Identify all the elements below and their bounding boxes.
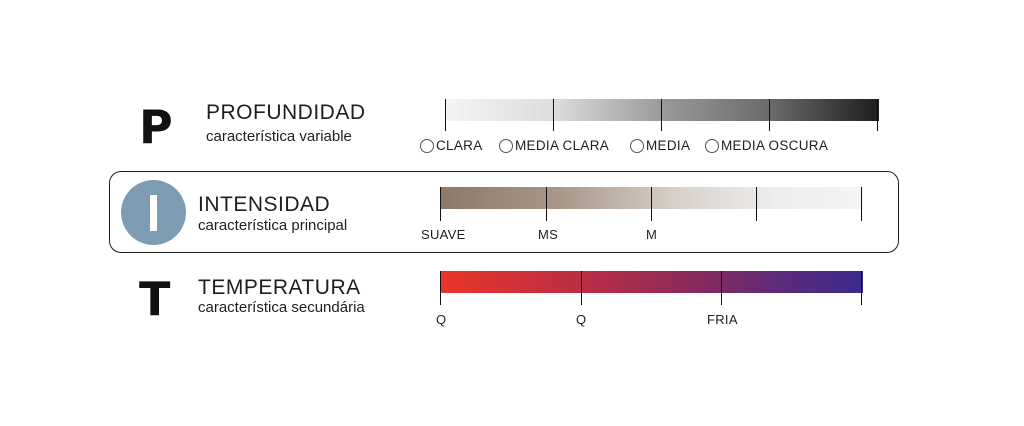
profundidad-tick — [445, 99, 447, 131]
option-clara[interactable]: CLARA — [420, 138, 483, 153]
intensidad-tick — [756, 187, 758, 221]
intensidad-label-suave: SUAVE — [421, 227, 466, 242]
temperatura-tick — [721, 271, 723, 305]
radio-media[interactable] — [630, 138, 644, 153]
temperatura-gradient-bar — [441, 271, 863, 293]
intensidad-label-ms: MS — [538, 227, 559, 242]
temperatura-tick — [861, 271, 863, 305]
temperatura-letter: T — [139, 272, 171, 326]
temperatura-label-q-1: Q — [436, 312, 447, 327]
radio-clara[interactable] — [420, 138, 434, 153]
profundidad-tick — [553, 99, 555, 131]
intensidad-tick — [651, 187, 653, 221]
profundidad-tick — [769, 99, 771, 131]
intensidad-title: INTENSIDAD — [198, 193, 331, 216]
profundidad-tick — [877, 99, 879, 131]
radio-media-clara[interactable] — [499, 138, 513, 153]
intensidad-tick — [861, 187, 863, 221]
temperatura-subtitle: característica secundária — [198, 299, 365, 316]
temperatura-tick — [581, 271, 583, 305]
intensidad-subtitle: característica principal — [198, 217, 348, 234]
profundidad-subtitle: característica variable — [206, 128, 352, 145]
option-media-label: MEDIA — [646, 138, 691, 153]
option-media[interactable]: MEDIA — [630, 138, 690, 153]
radio-media-oscura[interactable] — [705, 138, 719, 153]
intensidad-highlight-frame — [109, 171, 899, 253]
intensidad-letter-glyph — [150, 194, 157, 231]
option-media-oscura-label: MEDIA OSCURA — [721, 138, 829, 153]
profundidad-title: PROFUNDIDAD — [206, 101, 366, 124]
intensidad-badge — [121, 180, 186, 245]
profundidad-tick — [661, 99, 663, 131]
option-media-clara[interactable]: MEDIA CLARA — [499, 138, 609, 153]
profundidad-gradient-bar — [446, 99, 879, 121]
intensidad-tick — [546, 187, 548, 221]
profundidad-letter: P — [139, 100, 173, 154]
temperatura-label-q-2: Q — [576, 312, 587, 327]
option-media-clara-label: MEDIA CLARA — [515, 138, 610, 153]
temperatura-title: TEMPERATURA — [198, 276, 361, 299]
intensidad-label-m: M — [646, 227, 658, 242]
option-media-oscura[interactable]: MEDIA OSCURA — [705, 138, 828, 153]
intensidad-tick — [440, 187, 442, 221]
option-clara-label: CLARA — [436, 138, 483, 153]
temperatura-tick — [440, 271, 442, 305]
temperatura-label-fria: FRIA — [707, 312, 738, 327]
